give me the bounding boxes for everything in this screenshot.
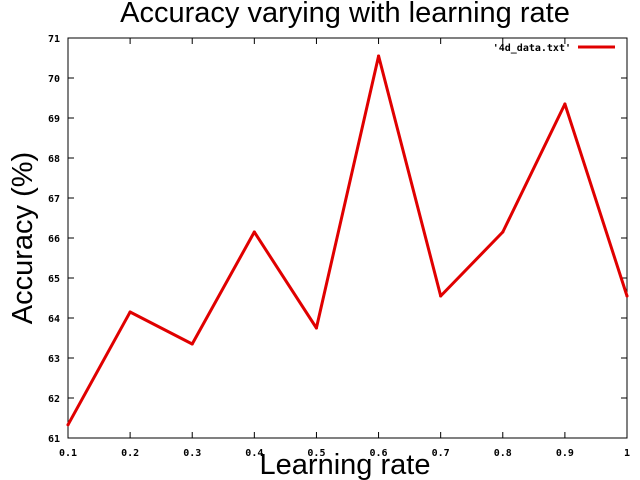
data-point bbox=[314, 326, 318, 330]
y-tick-label: 61 bbox=[48, 434, 60, 445]
y-tick-label: 65 bbox=[48, 274, 60, 285]
y-tick-label: 68 bbox=[48, 154, 60, 165]
x-tick-label: 0.2 bbox=[121, 448, 139, 459]
y-tick-label: 64 bbox=[48, 314, 60, 325]
x-tick-label: 0.1 bbox=[59, 448, 77, 459]
x-tick-label: 0.4 bbox=[245, 448, 263, 459]
y-tick-label: 69 bbox=[48, 114, 60, 125]
x-tick-label: 0.6 bbox=[370, 448, 388, 459]
data-point bbox=[377, 54, 381, 58]
x-tick-label: 1 bbox=[624, 448, 630, 459]
legend: '4d_data.txt' bbox=[493, 43, 615, 54]
data-point bbox=[563, 102, 567, 106]
plot-frame bbox=[67, 37, 628, 439]
y-tick-label: 62 bbox=[48, 394, 60, 405]
data-point bbox=[128, 310, 132, 314]
legend-entry-label: '4d_data.txt' bbox=[493, 43, 571, 54]
data-point bbox=[501, 230, 505, 234]
y-tick-label: 70 bbox=[48, 74, 60, 85]
y-tick-label: 63 bbox=[48, 354, 60, 365]
data-point bbox=[190, 342, 194, 346]
y-tick-label: 67 bbox=[48, 194, 60, 205]
data-point bbox=[252, 230, 256, 234]
y-axis-label: Accuracy (%) bbox=[7, 152, 39, 324]
x-tick-label: 0.9 bbox=[556, 448, 574, 459]
series-line-0 bbox=[66, 54, 629, 427]
data-point bbox=[439, 294, 443, 298]
x-tick-label: 0.8 bbox=[494, 448, 512, 459]
x-axis-label: Learning rate bbox=[260, 449, 431, 480]
y-axis-ticks: 61 62 63 64 65 66 67 68 69 70 71 bbox=[48, 34, 627, 445]
y-tick-label: 71 bbox=[48, 34, 60, 45]
series-layer bbox=[66, 54, 629, 427]
x-tick-label: 0.5 bbox=[307, 448, 325, 459]
x-tick-label: 0.7 bbox=[432, 448, 450, 459]
chart-title: Accuracy varying with learning rate bbox=[120, 0, 570, 29]
data-point bbox=[66, 423, 70, 427]
y-tick-label: 66 bbox=[48, 234, 60, 245]
data-point bbox=[625, 294, 629, 298]
x-tick-label: 0.3 bbox=[183, 448, 201, 459]
